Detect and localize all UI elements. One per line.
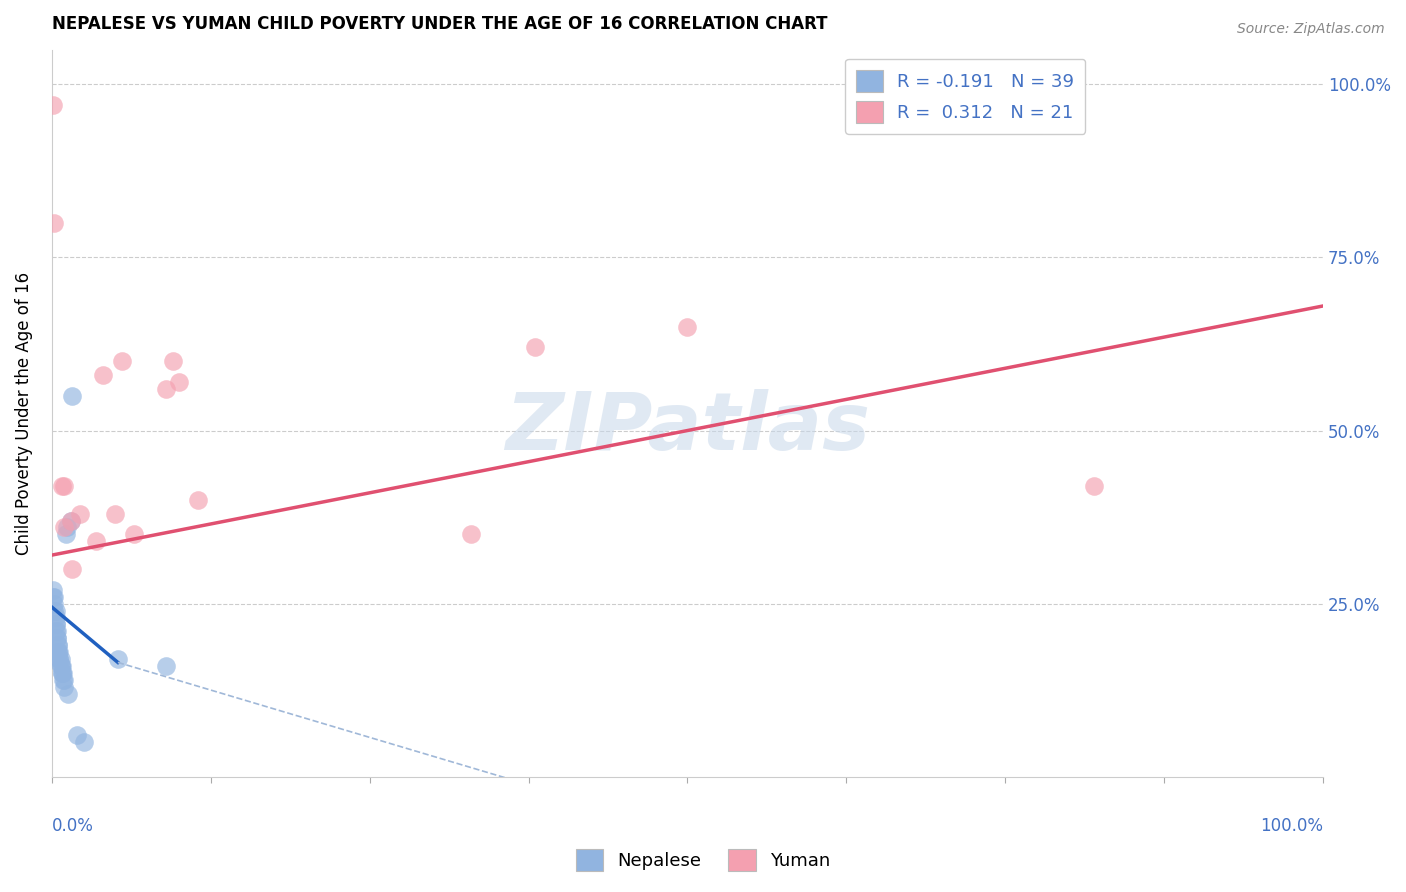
Point [124, 527, 146, 541]
Point [44, 216, 66, 230]
Point [58, 687, 80, 701]
Point [676, 319, 699, 334]
Text: ZIPatlas: ZIPatlas [505, 389, 870, 467]
Point [167, 375, 190, 389]
Text: 0.0%: 0.0% [52, 816, 94, 835]
Point [51, 479, 73, 493]
Point [72, 735, 94, 749]
Point [42, 98, 65, 112]
Point [45, 610, 67, 624]
Point [66, 728, 89, 742]
Point [44, 590, 66, 604]
Point [53, 479, 76, 493]
Point [44, 603, 66, 617]
Y-axis label: Child Poverty Under the Age of 16: Child Poverty Under the Age of 16 [15, 272, 32, 555]
Point [53, 680, 76, 694]
Point [59, 514, 82, 528]
Point [48, 645, 70, 659]
Point [91, 368, 114, 383]
Point [44, 597, 66, 611]
Text: 100.0%: 100.0% [1260, 816, 1323, 835]
Point [60, 389, 83, 403]
Point [1083, 479, 1105, 493]
Point [55, 527, 77, 541]
Point [45, 624, 67, 639]
Point [523, 341, 546, 355]
Point [45, 603, 67, 617]
Point [111, 354, 134, 368]
Point [45, 631, 67, 645]
Point [53, 520, 76, 534]
Point [52, 665, 75, 680]
Point [51, 658, 73, 673]
Point [49, 658, 72, 673]
Point [52, 673, 75, 687]
Point [51, 665, 73, 680]
Point [60, 562, 83, 576]
Point [48, 652, 70, 666]
Point [56, 520, 79, 534]
Point [187, 492, 209, 507]
Point [46, 645, 69, 659]
Point [45, 617, 67, 632]
Point [46, 638, 69, 652]
Point [155, 382, 177, 396]
Point [162, 354, 184, 368]
Point [104, 507, 127, 521]
Text: Source: ZipAtlas.com: Source: ZipAtlas.com [1237, 22, 1385, 37]
Point [49, 652, 72, 666]
Point [84, 534, 107, 549]
Point [69, 507, 91, 521]
Point [155, 658, 177, 673]
Point [45, 624, 67, 639]
Point [107, 652, 129, 666]
Point [460, 527, 482, 541]
Legend: R = -0.191   N = 39, R =  0.312   N = 21: R = -0.191 N = 39, R = 0.312 N = 21 [845, 59, 1085, 134]
Text: NEPALESE VS YUMAN CHILD POVERTY UNDER THE AGE OF 16 CORRELATION CHART: NEPALESE VS YUMAN CHILD POVERTY UNDER TH… [52, 15, 827, 33]
Point [51, 665, 73, 680]
Point [46, 638, 69, 652]
Point [45, 617, 67, 632]
Point [42, 582, 65, 597]
Point [53, 673, 76, 687]
Point [59, 514, 82, 528]
Point [42, 590, 65, 604]
Point [48, 652, 70, 666]
Point [45, 631, 67, 645]
Point [46, 645, 69, 659]
Point [49, 658, 72, 673]
Legend: Nepalese, Yuman: Nepalese, Yuman [568, 842, 838, 879]
